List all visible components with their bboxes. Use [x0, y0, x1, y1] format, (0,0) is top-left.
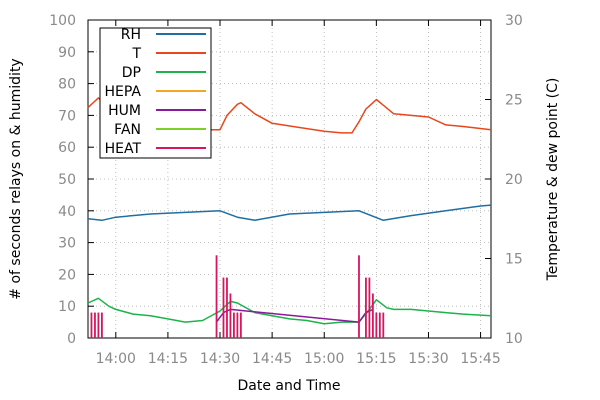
y-tick-label: 100: [49, 13, 76, 29]
heat-bar: [375, 312, 378, 338]
legend-label: HEAT: [105, 141, 142, 157]
x-axis-label: Date and Time: [238, 378, 341, 394]
heat-bar: [233, 312, 235, 338]
y2-tick-label: 25: [505, 93, 523, 109]
heat-bar: [358, 255, 360, 338]
series-line-hum: [215, 308, 374, 323]
legend-label: HEPA: [105, 84, 142, 100]
y-tick-label: 70: [58, 108, 76, 124]
heat-bar: [382, 312, 385, 338]
legend-label: HUM: [108, 103, 141, 119]
y-tick-label: 10: [58, 299, 76, 315]
y-axis-label: # of seconds relays on & humidity: [8, 58, 24, 299]
heat-bar: [368, 277, 371, 338]
y-tick-label: 80: [58, 77, 76, 93]
series-line-rh: [87, 204, 492, 222]
heat-bar: [365, 277, 367, 338]
heat-bar: [222, 277, 225, 338]
heat-bar: [97, 312, 100, 338]
heat-bar: [236, 312, 239, 338]
y2-tick-label: 15: [505, 252, 523, 268]
y2-tick-label: 10: [505, 331, 523, 347]
legend-label: FAN: [114, 122, 141, 138]
heat-bar: [100, 312, 103, 338]
heat-bar: [226, 277, 228, 338]
y-tick-label: 20: [58, 267, 76, 283]
heat-bar: [94, 312, 96, 338]
heat-bar: [378, 312, 381, 338]
y-tick-label: 30: [58, 236, 76, 252]
x-tick-label: 14:45: [252, 351, 292, 367]
heat-bar: [239, 312, 242, 338]
y-tick-label: 60: [58, 140, 76, 156]
series-line-dp: [87, 297, 492, 325]
heat-bar: [371, 293, 374, 338]
legend: RH T DP HEPA HUM FAN HEAT: [99, 27, 212, 159]
heat-bar: [229, 293, 232, 338]
heat-bar: [90, 312, 93, 338]
legend-label: RH: [121, 27, 141, 43]
legend-label: T: [131, 46, 141, 62]
y-tick-label: 90: [58, 45, 76, 61]
y-tick-label: 40: [58, 204, 76, 220]
axis-ticks: 0 10 20 30 40 50 60 70 80 90 100 10 15 20 25 30 14:00 14:…: [49, 13, 523, 367]
x-tick-label: 14:15: [148, 351, 188, 367]
legend-label: DP: [122, 65, 141, 81]
x-tick-label: 15:00: [304, 351, 344, 367]
series-layer: [87, 97, 492, 338]
x-tick-label: 15:15: [356, 351, 396, 367]
y-tick-label: 0: [67, 331, 76, 347]
x-tick-label: 15:45: [460, 351, 500, 367]
y2-axis-label: Temperature & dew point (C): [545, 78, 561, 282]
x-tick-label: 15:30: [408, 351, 448, 367]
y2-tick-label: 30: [505, 13, 523, 29]
x-tick-label: 14:30: [200, 351, 240, 367]
x-tick-label: 14:00: [96, 351, 136, 367]
y2-tick-label: 20: [505, 172, 523, 188]
legend-box: [99, 27, 212, 159]
y-tick-label: 50: [58, 172, 76, 188]
heat-bar: [215, 255, 218, 338]
